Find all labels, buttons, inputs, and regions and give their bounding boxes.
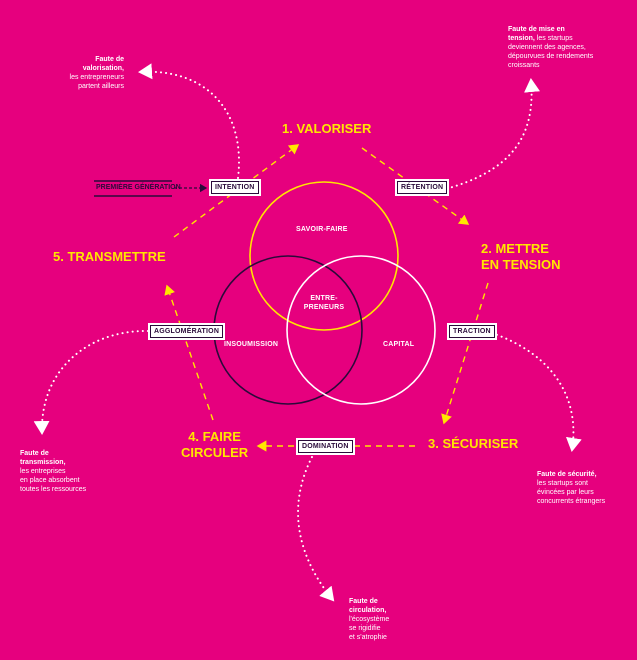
phase-valoriser: 1. VALORISER [282,121,372,136]
circle-insoumission [213,255,363,405]
note-securite-title: Faute de sécurité, [537,471,597,478]
label-capital: CAPITAL [383,341,415,348]
note-transmission-title1: Faute de [20,450,49,457]
phase-mettre-line2: EN TENSION [481,257,561,272]
note-circulation-line3: et s'atrophie [349,634,387,641]
label-entrepreneurs: ENTRE- PRENEURS [298,294,350,312]
note-tension: Faute de mise en tension, les startups d… [508,25,593,70]
box-domination: DOMINATION [296,438,355,455]
note-valorisation: Faute de valorisation, les entrepreneurs… [64,55,124,91]
box-traction: TRACTION [447,323,497,340]
note-securite-line3: concurrents étrangers [537,498,606,505]
box-intention: INTENTION [209,179,261,196]
arrow-circuler-transmettre [164,284,214,421]
note-tension-line2: deviennent des agences, [508,44,586,51]
note-transmission-line1: les entreprises [20,468,66,475]
circle-capital [286,255,436,405]
note-transmission-title2: transmission, [20,459,66,466]
arrow-mettre-securiser [441,282,489,425]
label-entrepreneurs-line2: PRENEURS [303,304,345,311]
dotted-arrow-tension [441,78,540,191]
label-entrepreneurs-line1: ENTRE- [310,295,338,302]
phase-faire-circuler: 4. FAIRE CIRCULER [181,429,248,461]
dotted-arrow-circulation [297,456,335,602]
note-tension-line3: dépourvues de rendements [508,53,594,60]
note-tension-line4: croissants [508,62,540,69]
box-retention: RÉTENTION [395,179,450,196]
note-valorisation-line1: les entrepreneurs [69,74,124,81]
phase-securiser: 3. SÉCURISER [428,436,519,451]
note-tension-line1: les startups [536,35,573,42]
dotted-arrow-securite [491,332,582,452]
dotted-arrow-transmission [33,329,149,435]
note-circulation-title1: Faute de [349,598,378,605]
note-circulation: Faute de circulation, l'écosystème se ri… [349,597,389,642]
label-premiere-generation: PREMIÈRE GÉNÉRATION [96,184,181,191]
circle-savoir-faire [249,181,399,331]
note-circulation-line1: l'écosystème [349,616,390,623]
note-transmission-line3: toutes les ressources [20,486,87,493]
box-agglomeration: AGGLOMÉRATION [148,323,226,340]
phase-mettre-en-tension: 2. METTRE EN TENSION [481,241,560,273]
note-securite: Faute de sécurité, les startups sont évi… [537,470,605,506]
note-tension-title1: Faute de mise en [508,26,565,33]
note-tension-title2: tension, [508,35,535,42]
note-transmission-line2: en place absorbent [20,477,80,484]
note-transmission: Faute de transmission, les entreprises e… [20,449,86,494]
note-valorisation-title1: Faute de [95,56,124,63]
note-securite-line1: les startups sont [537,480,588,487]
label-insoumission: INSOUMISSION [224,341,279,348]
note-valorisation-title2: valorisation, [82,65,124,72]
phase-faire-line1: 4. FAIRE [188,429,241,444]
note-securite-line2: évincées par leurs [537,489,594,496]
note-valorisation-line2: partent ailleurs [78,83,124,90]
phase-transmettre: 5. TRANSMETTRE [53,249,166,264]
dotted-arrow-valorisation [138,63,240,179]
phase-mettre-line1: 2. METTRE [481,241,549,256]
phase-faire-line2: CIRCULER [181,445,249,460]
label-savoir-faire: SAVOIR-FAIRE [296,226,348,233]
note-circulation-title2: circulation, [349,607,387,614]
note-circulation-line2: se rigidifie [349,625,381,632]
